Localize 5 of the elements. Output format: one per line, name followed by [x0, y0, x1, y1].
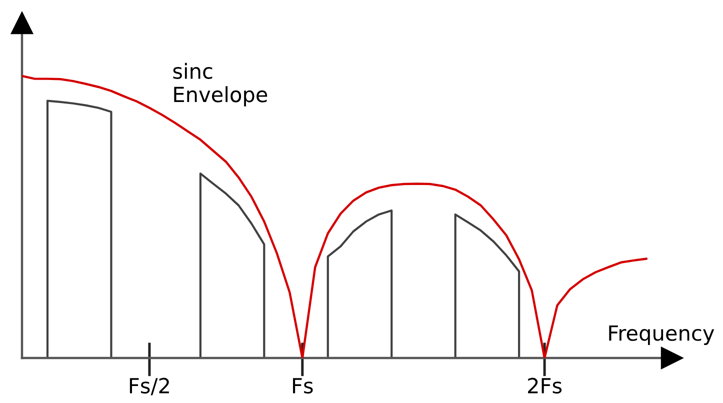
x-axis-title: Frequency [609, 325, 714, 345]
x-tick-label: 2Fs [528, 378, 562, 394]
x-tick-label: Fs [293, 378, 313, 394]
series-label: sinc Envelope [173, 62, 268, 106]
x-tick-label: Fs/2 [130, 378, 169, 396]
